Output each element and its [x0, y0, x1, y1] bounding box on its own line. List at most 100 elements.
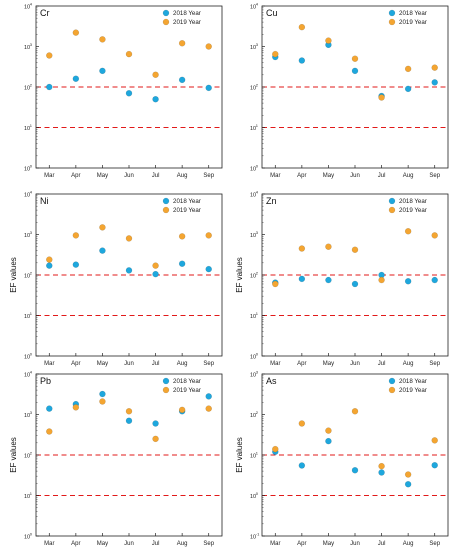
- data-point-2019-year: [178, 233, 186, 240]
- data-point-2019-year: [351, 408, 359, 415]
- y-tick-label: 10: [24, 355, 30, 361]
- y-tick-label: 10: [250, 314, 256, 320]
- legend-marker: [388, 386, 396, 394]
- x-tick-label: Mar: [44, 361, 54, 367]
- legend-marker: [388, 18, 396, 26]
- data-point-2019-year: [46, 428, 53, 435]
- legend-marker: [388, 9, 396, 17]
- data-point-2018-year: [205, 84, 212, 92]
- y-tick-exponent: 1: [30, 311, 33, 316]
- data-point-2018-year: [46, 83, 53, 91]
- legend-label: 2018 Year: [399, 198, 427, 205]
- x-tick-label: Sep: [429, 361, 440, 367]
- data-point-2018-year: [152, 420, 159, 427]
- y-tick-label: 10: [250, 355, 256, 361]
- x-tick-label: Aug: [403, 361, 414, 367]
- y-tick-label: 10: [24, 413, 30, 419]
- y-tick-label: 10: [250, 5, 256, 11]
- x-tick-label: May: [323, 361, 334, 367]
- data-point-2018-year: [178, 260, 186, 267]
- data-point-2018-year: [46, 405, 53, 412]
- y-tick-label: 10: [24, 193, 30, 199]
- x-tick-label: Aug: [177, 173, 188, 179]
- y-tick-exponent: 4: [256, 190, 259, 195]
- legend-label: 2018 Year: [173, 198, 201, 205]
- data-point-2019-year: [351, 246, 359, 253]
- legend-marker: [162, 377, 170, 385]
- data-point-2019-year: [272, 280, 279, 288]
- data-point-2019-year: [152, 71, 159, 79]
- x-tick-label: Jun: [350, 361, 360, 367]
- x-tick-label: Sep: [203, 173, 214, 179]
- data-point-2019-year: [99, 398, 106, 405]
- y-tick-label: 10: [24, 233, 30, 239]
- y-tick-label: 10: [250, 274, 256, 280]
- x-tick-label: Jun: [350, 173, 360, 179]
- data-point-2019-year: [125, 50, 133, 58]
- data-point-2018-year: [298, 57, 306, 64]
- x-tick-label: Sep: [429, 173, 440, 179]
- data-point-2019-year: [378, 276, 385, 284]
- data-point-2019-year: [298, 420, 306, 427]
- legend-marker: [162, 197, 170, 205]
- y-axis-label: EF values: [9, 437, 18, 473]
- data-point-2019-year: [205, 43, 212, 50]
- data-point-2018-year: [99, 67, 106, 75]
- x-tick-label: Jun: [124, 541, 134, 547]
- x-tick-label: Apr: [71, 173, 80, 179]
- x-tick-label: May: [323, 173, 334, 179]
- legend-marker: [388, 377, 396, 385]
- y-tick-label: 10: [24, 274, 30, 280]
- data-point-2019-year: [205, 232, 212, 239]
- y-tick-exponent: 3: [256, 230, 259, 235]
- data-point-2019-year: [205, 405, 212, 412]
- x-tick-label: Sep: [429, 541, 440, 547]
- data-point-2019-year: [178, 40, 186, 47]
- panel-title: Cu: [266, 8, 278, 18]
- x-tick-label: Jul: [378, 173, 386, 179]
- y-tick-exponent: 4: [30, 190, 33, 195]
- data-point-2019-year: [351, 55, 359, 62]
- x-tick-label: Aug: [403, 541, 414, 547]
- data-point-2018-year: [325, 276, 332, 284]
- data-point-2019-year: [431, 64, 438, 71]
- data-point-2018-year: [178, 76, 186, 84]
- data-point-2018-year: [404, 481, 412, 488]
- y-tick-exponent: 0: [30, 352, 33, 357]
- data-point-2018-year: [298, 275, 306, 283]
- y-tick-exponent: -1: [256, 532, 260, 537]
- legend-label: 2019 Year: [399, 387, 427, 394]
- data-point-2019-year: [46, 52, 53, 59]
- y-tick-label: 10: [24, 86, 30, 92]
- x-tick-label: Aug: [177, 541, 188, 547]
- y-tick-exponent: 3: [30, 410, 33, 415]
- data-point-2019-year: [152, 262, 159, 269]
- data-point-2018-year: [431, 461, 438, 469]
- data-point-2019-year: [298, 245, 306, 252]
- y-tick-exponent: 3: [256, 370, 259, 375]
- x-tick-label: Sep: [203, 541, 214, 547]
- y-tick-exponent: 1: [30, 491, 33, 496]
- data-point-2019-year: [125, 235, 133, 242]
- panel-title: Cr: [40, 8, 50, 18]
- y-tick-exponent: 2: [256, 410, 259, 415]
- data-point-2019-year: [272, 50, 279, 58]
- panel-title: Zn: [266, 196, 277, 206]
- data-point-2019-year: [72, 232, 80, 239]
- data-point-2018-year: [152, 270, 159, 278]
- data-point-2019-year: [404, 471, 412, 478]
- legend-marker: [388, 197, 396, 205]
- data-point-2018-year: [298, 462, 306, 469]
- legend-label: 2018 Year: [399, 10, 427, 17]
- y-tick-exponent: 0: [256, 491, 259, 496]
- y-tick-exponent: 0: [30, 532, 33, 537]
- x-tick-label: May: [97, 173, 108, 179]
- x-tick-label: Aug: [177, 361, 188, 367]
- y-tick-label: 10: [250, 535, 256, 541]
- data-point-2019-year: [272, 445, 279, 453]
- data-point-2019-year: [325, 37, 332, 44]
- x-tick-label: Mar: [270, 361, 280, 367]
- legend-marker: [162, 9, 170, 17]
